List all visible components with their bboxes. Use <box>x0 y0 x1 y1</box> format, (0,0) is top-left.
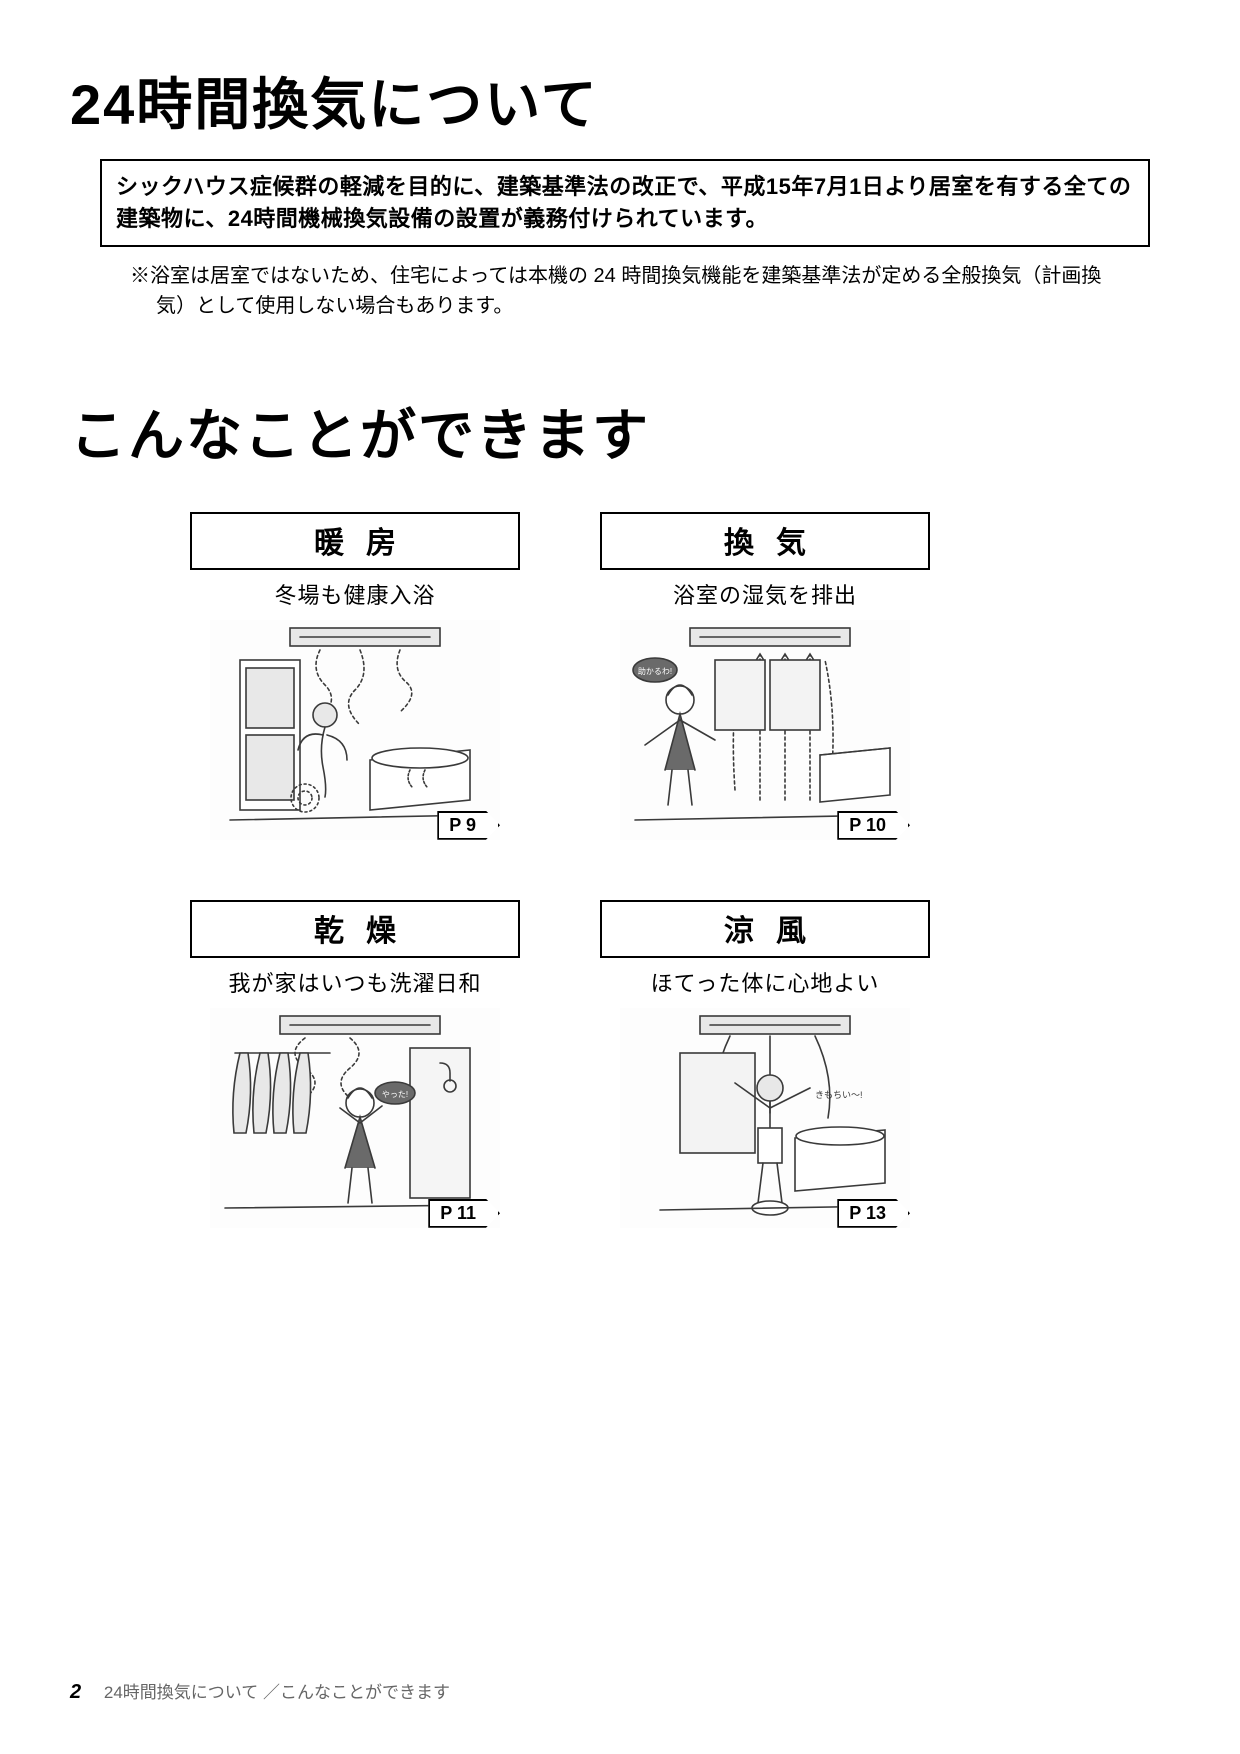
card-illustration: やった! P 11 <box>210 1008 500 1228</box>
card-illustration: きもちい〜! P 13 <box>620 1008 910 1228</box>
card-subtitle: 冬場も健康入浴 <box>190 578 520 610</box>
card-heating: 暖房 冬場も健康入浴 <box>190 512 520 840</box>
svg-text:きもちい〜!: きもちい〜! <box>815 1090 863 1100</box>
feature-grid: 暖房 冬場も健康入浴 <box>190 512 1170 1228</box>
info-box: シックハウス症候群の軽減を目的に、建築基準法の改正で、平成15年7月1日より居室… <box>100 159 1150 247</box>
page-ref-tag: P 11 <box>428 1199 500 1228</box>
note-text: ※浴室は居室ではないため、住宅によっては本機の 24 時間換気機能を建築基準法が… <box>130 261 1130 321</box>
page-ref-tag: P 13 <box>837 1199 910 1228</box>
card-drying: 乾燥 我が家はいつも洗濯日和 <box>190 900 520 1228</box>
card-label: 涼風 <box>600 900 930 958</box>
card-coolbreeze: 涼風 ほてった体に心地よい <box>600 900 930 1228</box>
section2-title: こんなことができます <box>70 391 1170 472</box>
svg-text:やった!: やった! <box>382 1090 408 1099</box>
section1-title: 24時間換気について <box>70 60 1170 141</box>
card-label: 換気 <box>600 512 930 570</box>
card-label: 暖房 <box>190 512 520 570</box>
footer-text: 24時間換気について ／こんなことができます <box>104 1683 450 1702</box>
card-ventilation: 換気 浴室の湿気を排出 <box>600 512 930 840</box>
svg-text:助かるわ!: 助かるわ! <box>638 666 672 676</box>
page-footer: 2 24時間換気について ／こんなことができます <box>70 1678 450 1704</box>
card-illustration: 助かるわ! P 10 <box>620 620 910 840</box>
card-label: 乾燥 <box>190 900 520 958</box>
card-subtitle: 浴室の湿気を排出 <box>600 578 930 610</box>
page-number: 2 <box>70 1681 81 1703</box>
card-subtitle: ほてった体に心地よい <box>600 966 930 998</box>
card-subtitle: 我が家はいつも洗濯日和 <box>190 966 520 998</box>
page-ref-tag: P 10 <box>837 811 910 840</box>
card-illustration: P 9 <box>210 620 500 840</box>
